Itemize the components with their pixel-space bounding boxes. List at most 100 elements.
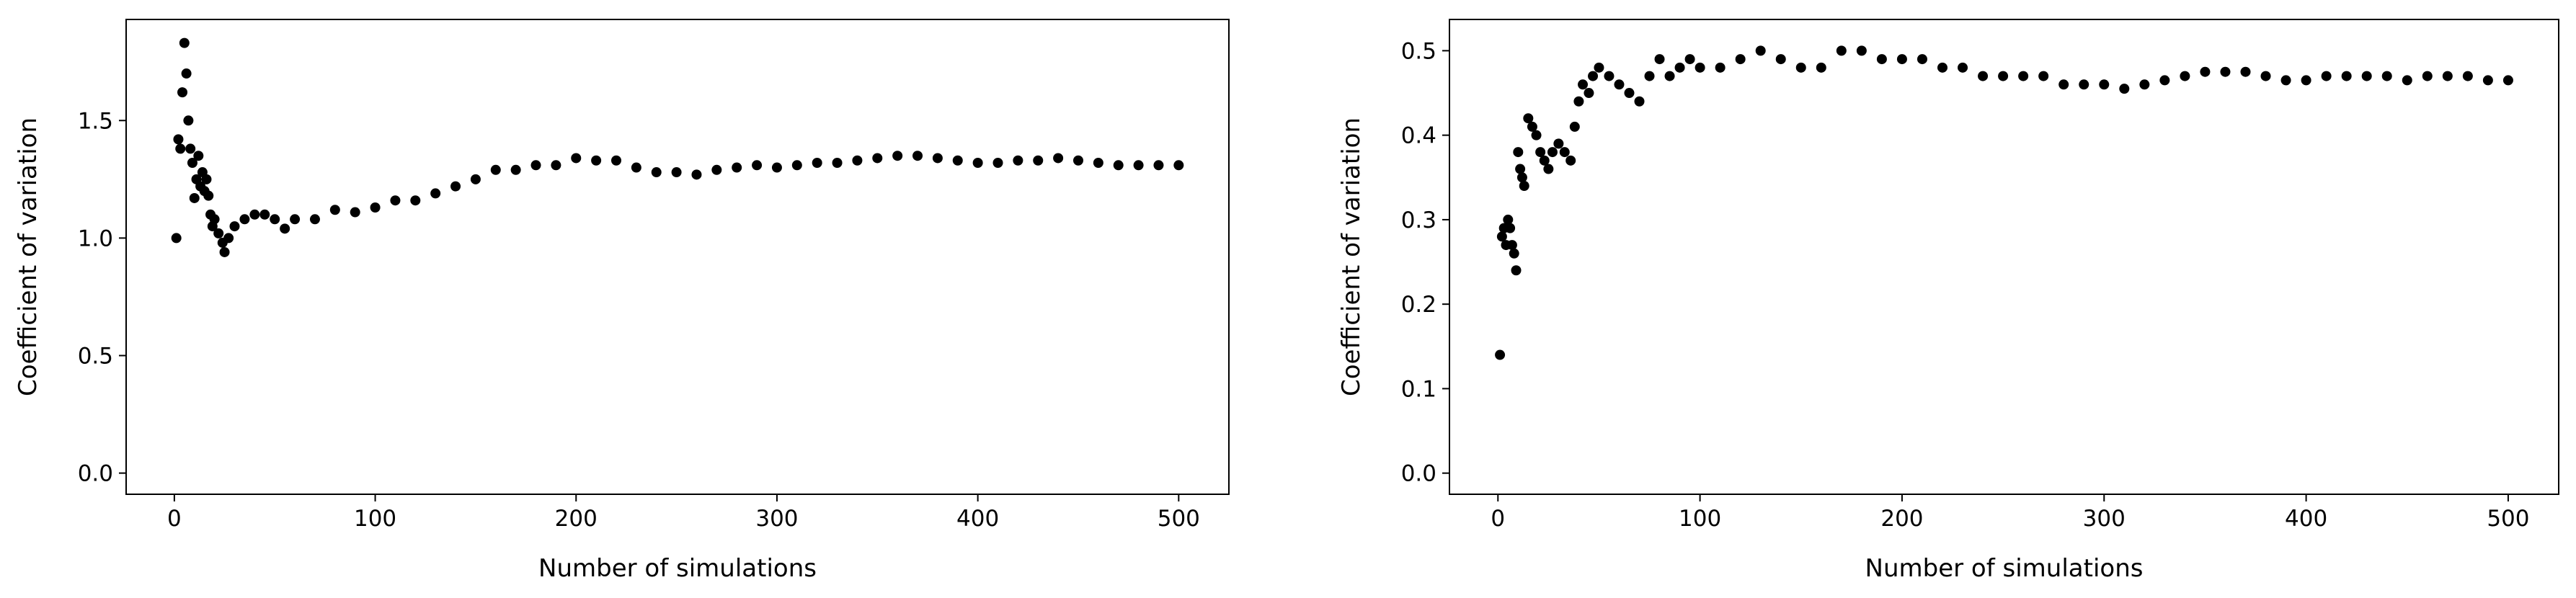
point (752, 160, 763, 171)
x-tick-label: 500 (1158, 506, 1200, 532)
point (1674, 62, 1685, 73)
point (992, 158, 1003, 169)
point (1547, 147, 1558, 158)
point (1937, 62, 1947, 73)
point (1594, 62, 1604, 73)
point (2321, 71, 2332, 81)
point (1565, 155, 1576, 166)
point (530, 160, 541, 171)
point (201, 174, 212, 184)
point (370, 202, 381, 213)
point (892, 151, 903, 161)
point (651, 167, 662, 178)
point (309, 214, 320, 225)
point (1133, 160, 1144, 171)
point (1519, 181, 1529, 192)
point (551, 160, 561, 171)
point (771, 162, 782, 173)
point (591, 155, 602, 166)
point (2180, 71, 2190, 81)
point (2462, 71, 2473, 81)
point (1509, 248, 1519, 259)
point (1584, 88, 1594, 99)
point (1495, 349, 1506, 360)
x-tick-label: 100 (354, 506, 396, 532)
point (510, 164, 521, 175)
point (812, 158, 822, 169)
point (1614, 79, 1625, 90)
point (2018, 71, 2029, 81)
point (2139, 79, 2150, 90)
point (1755, 45, 1766, 56)
point (1978, 71, 1989, 81)
point (1573, 96, 1584, 107)
point (239, 214, 250, 225)
point (1539, 155, 1550, 166)
point (1569, 121, 1580, 132)
point (185, 143, 196, 154)
point (1876, 54, 1887, 65)
point (2280, 75, 2291, 86)
point (181, 68, 192, 79)
x-tick-label: 300 (2083, 506, 2126, 532)
point (183, 115, 194, 126)
point (2058, 79, 2069, 90)
point (1013, 155, 1023, 166)
point (1543, 164, 1554, 174)
point (1535, 147, 1546, 158)
point (229, 221, 240, 232)
point (1917, 54, 1927, 65)
point (2200, 66, 2211, 77)
y-tick-label: 1.0 (78, 226, 113, 251)
point (1604, 71, 1615, 81)
point (791, 160, 802, 171)
point (1072, 155, 1083, 166)
point (1695, 62, 1705, 73)
point (1715, 62, 1726, 73)
x-tick-label: 0 (167, 506, 182, 532)
point (280, 223, 290, 234)
point (2038, 71, 2049, 81)
point (177, 87, 188, 98)
point (173, 134, 184, 145)
point (1896, 54, 1907, 65)
point (390, 195, 401, 206)
point (1654, 54, 1665, 65)
x-tick-label: 0 (1491, 506, 1505, 532)
axes-frame (125, 19, 1230, 495)
x-tick-label: 400 (2285, 506, 2327, 532)
point (470, 174, 481, 184)
point (1516, 172, 1527, 183)
point (2502, 75, 2513, 86)
point (270, 214, 280, 225)
point (1033, 155, 1044, 166)
point (219, 246, 230, 257)
point (1153, 160, 1164, 171)
point (2260, 71, 2271, 81)
point (2402, 75, 2412, 86)
point (2422, 71, 2433, 81)
subplot: 0 100 200 300 400 500 0.0 0.5 1.0 1.5 Number of si… (14, 19, 1230, 583)
point (1506, 240, 1517, 251)
point (213, 228, 224, 238)
x-tick-label: 200 (1880, 506, 1923, 532)
point (1856, 45, 1867, 56)
point (430, 188, 441, 199)
point (193, 151, 204, 161)
point (2220, 66, 2231, 77)
y-axis-label: Coefficient of variation (1337, 117, 1366, 396)
point (1644, 71, 1655, 81)
point (2482, 75, 2493, 86)
y-tick-label: 0.3 (1401, 207, 1436, 233)
x-axis-label: Number of simulations (538, 554, 817, 583)
point (1531, 130, 1542, 140)
point (290, 214, 301, 225)
point (1513, 147, 1524, 158)
point (1684, 54, 1695, 65)
point (1505, 223, 1516, 233)
point (1958, 62, 1968, 73)
x-tick-label: 300 (755, 506, 798, 532)
point (832, 158, 843, 169)
point (2159, 75, 2170, 86)
